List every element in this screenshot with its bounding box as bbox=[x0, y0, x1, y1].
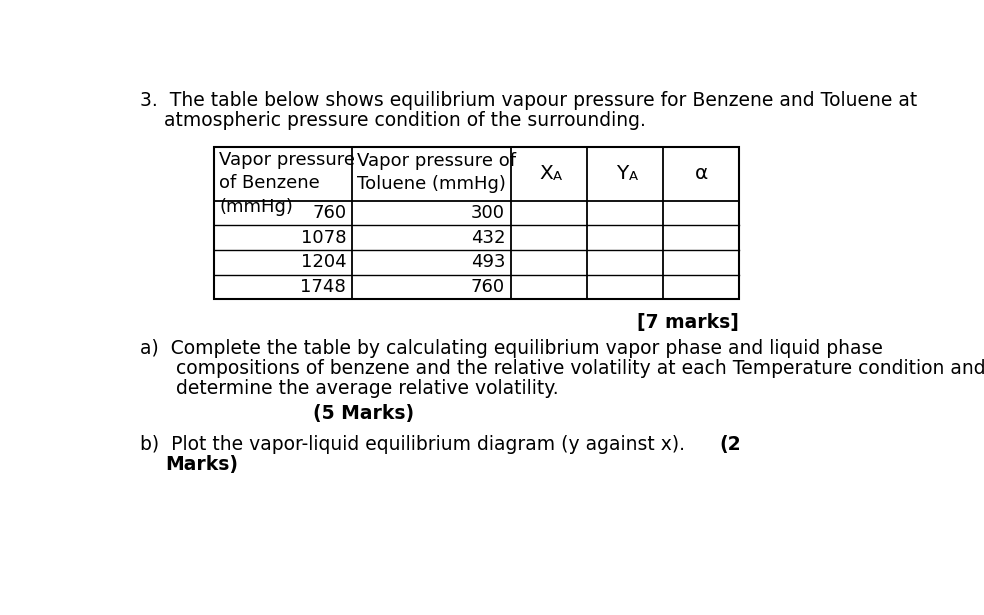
Text: α: α bbox=[695, 164, 707, 183]
Text: b)  Plot the vapor-liquid equilibrium diagram (y against x).: b) Plot the vapor-liquid equilibrium dia… bbox=[140, 435, 685, 454]
Text: compositions of benzene and the relative volatility at each Temperature conditio: compositions of benzene and the relative… bbox=[140, 360, 984, 378]
Text: 300: 300 bbox=[471, 204, 505, 222]
Text: (2: (2 bbox=[719, 435, 741, 454]
Text: atmospheric pressure condition of the surrounding.: atmospheric pressure condition of the su… bbox=[140, 111, 646, 130]
Text: 760: 760 bbox=[471, 278, 505, 296]
Text: Vapor pressure
of Benzene
(mmHg): Vapor pressure of Benzene (mmHg) bbox=[219, 151, 355, 216]
Text: A: A bbox=[553, 170, 562, 183]
Text: determine the average relative volatility.: determine the average relative volatilit… bbox=[140, 379, 559, 399]
Text: [7 marks]: [7 marks] bbox=[638, 313, 739, 332]
Text: Marks): Marks) bbox=[165, 455, 239, 474]
Text: 432: 432 bbox=[470, 229, 505, 247]
Text: a)  Complete the table by calculating equilibrium vapor phase and liquid phase: a) Complete the table by calculating equ… bbox=[140, 339, 883, 359]
Text: 1748: 1748 bbox=[300, 278, 346, 296]
Text: 760: 760 bbox=[312, 204, 346, 222]
Text: 3.  The table below shows equilibrium vapour pressure for Benzene and Toluene at: 3. The table below shows equilibrium vap… bbox=[140, 91, 917, 109]
Text: 1204: 1204 bbox=[300, 253, 346, 271]
Text: 1078: 1078 bbox=[301, 229, 346, 247]
Text: (5 Marks): (5 Marks) bbox=[313, 404, 414, 423]
Text: 493: 493 bbox=[470, 253, 505, 271]
Text: A: A bbox=[629, 170, 639, 183]
Text: Vapor pressure of
Toluene (mmHg): Vapor pressure of Toluene (mmHg) bbox=[357, 151, 516, 193]
Text: X: X bbox=[539, 164, 553, 183]
Bar bbox=[215, 147, 739, 300]
Text: Y: Y bbox=[616, 164, 628, 183]
